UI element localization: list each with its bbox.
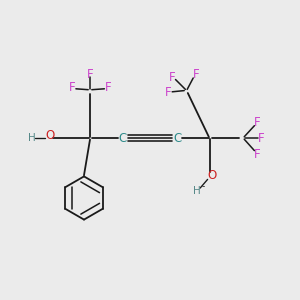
Text: F: F [254,116,261,130]
Text: -: - [202,182,205,191]
Text: C: C [119,131,127,145]
Text: F: F [105,81,111,94]
Text: O: O [45,129,54,142]
Text: H: H [28,133,35,143]
Text: F: F [87,68,93,81]
Text: F: F [69,81,76,94]
Text: O: O [207,169,216,182]
Text: F: F [169,71,176,84]
Text: H: H [193,185,200,196]
Text: F: F [165,86,172,99]
Text: C: C [173,131,181,145]
Text: F: F [254,148,261,161]
Text: F: F [193,68,200,82]
Text: F: F [258,132,264,145]
